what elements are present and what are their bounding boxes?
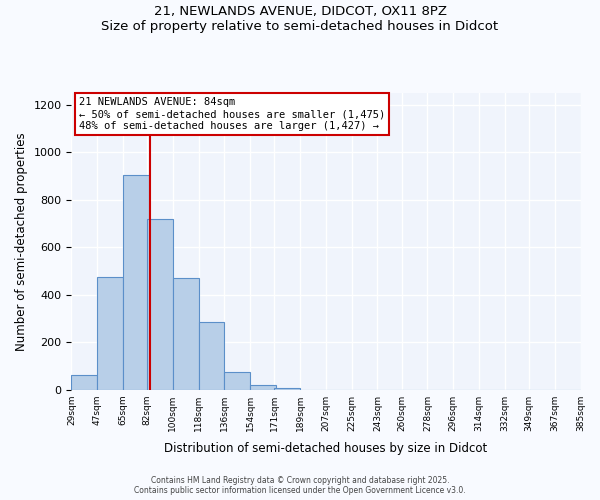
Text: Contains HM Land Registry data © Crown copyright and database right 2025.
Contai: Contains HM Land Registry data © Crown c… xyxy=(134,476,466,495)
Y-axis label: Number of semi-detached properties: Number of semi-detached properties xyxy=(15,132,28,350)
Bar xyxy=(199,322,224,390)
Bar xyxy=(71,376,97,390)
Text: 21, NEWLANDS AVENUE, DIDCOT, OX11 8PZ
Size of property relative to semi-detached: 21, NEWLANDS AVENUE, DIDCOT, OX11 8PZ Si… xyxy=(101,5,499,33)
Bar xyxy=(250,385,276,390)
Text: 21 NEWLANDS AVENUE: 84sqm
← 50% of semi-detached houses are smaller (1,475)
48% : 21 NEWLANDS AVENUE: 84sqm ← 50% of semi-… xyxy=(79,98,385,130)
Bar xyxy=(147,219,173,390)
Bar xyxy=(123,175,149,390)
Bar xyxy=(274,388,300,390)
Bar xyxy=(173,278,199,390)
X-axis label: Distribution of semi-detached houses by size in Didcot: Distribution of semi-detached houses by … xyxy=(164,442,488,455)
Bar xyxy=(97,277,123,390)
Bar xyxy=(224,372,250,390)
